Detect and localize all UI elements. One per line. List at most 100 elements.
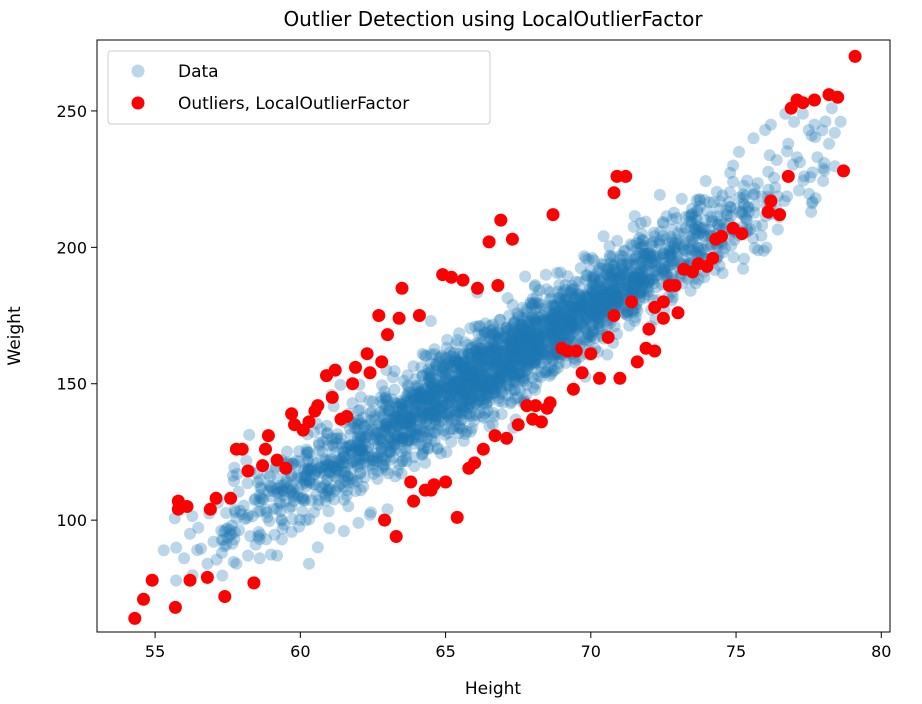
data-point	[470, 366, 482, 379]
data-point	[186, 510, 199, 522]
data-point	[430, 358, 442, 371]
data-point	[788, 115, 801, 128]
data-point	[238, 513, 251, 526]
data-point	[431, 360, 444, 373]
data-point	[424, 357, 437, 370]
data-point	[476, 410, 489, 423]
outlier-point	[235, 442, 249, 456]
data-point	[518, 322, 531, 335]
data-point	[457, 364, 470, 376]
data-point	[506, 368, 519, 381]
data-point	[577, 295, 590, 308]
data-point	[522, 360, 535, 373]
data-point	[424, 384, 437, 397]
data-point	[610, 290, 623, 303]
data-point	[594, 305, 607, 318]
data-point	[506, 356, 519, 368]
data-point	[666, 234, 679, 247]
data-point	[491, 355, 504, 368]
data-point	[573, 302, 586, 315]
data-point	[553, 310, 566, 323]
x-tick-label: 80	[871, 642, 891, 661]
data-point	[527, 348, 540, 361]
data-point	[464, 387, 477, 400]
outlier-point	[543, 396, 557, 410]
data-point	[529, 316, 542, 329]
data-point	[416, 447, 429, 460]
outlier-point	[363, 366, 377, 380]
data-point	[582, 305, 595, 317]
data-point	[561, 311, 574, 324]
data-point	[520, 341, 533, 354]
data-point	[405, 433, 418, 446]
data-point	[445, 354, 458, 367]
data-point	[532, 341, 545, 353]
data-point	[630, 251, 643, 264]
data-point	[466, 368, 479, 381]
data-point	[483, 346, 496, 359]
data-point	[170, 574, 183, 587]
data-point	[581, 299, 594, 312]
data-point	[557, 317, 570, 330]
data-point	[528, 332, 541, 345]
data-point	[408, 392, 421, 405]
data-point	[519, 345, 532, 358]
data-point	[471, 399, 484, 412]
data-point	[517, 349, 530, 362]
data-point	[321, 427, 334, 440]
data-point	[609, 264, 622, 277]
data-point	[434, 395, 447, 408]
data-point	[383, 404, 396, 417]
data-point	[432, 385, 445, 398]
data-point	[379, 454, 391, 467]
data-point	[394, 417, 407, 430]
data-point	[532, 345, 545, 358]
data-point	[376, 437, 389, 449]
data-point	[376, 453, 389, 465]
data-point	[421, 409, 433, 422]
data-point	[736, 205, 748, 218]
data-point	[566, 287, 579, 300]
data-point	[377, 459, 390, 472]
data-point	[323, 466, 336, 479]
data-point	[443, 376, 455, 389]
data-point	[556, 315, 569, 328]
outlier-point	[648, 344, 662, 358]
data-point	[621, 267, 634, 280]
data-point	[479, 373, 492, 386]
data-point	[391, 433, 404, 446]
outlier-point	[137, 592, 150, 606]
data-point	[372, 438, 385, 451]
data-point	[218, 540, 231, 553]
data-point	[285, 525, 298, 538]
data-point	[388, 365, 401, 378]
data-point	[522, 326, 535, 339]
data-point	[452, 390, 465, 403]
data-point	[642, 285, 655, 298]
data-point	[210, 553, 223, 566]
data-point	[458, 404, 471, 417]
data-point	[505, 383, 518, 396]
data-point	[648, 265, 661, 277]
data-point	[461, 368, 474, 381]
data-point	[798, 170, 811, 183]
data-point	[427, 406, 440, 419]
data-point	[440, 371, 453, 384]
data-point	[548, 364, 561, 376]
data-point	[588, 272, 601, 285]
outlier-point	[261, 429, 275, 443]
data-point	[542, 325, 555, 338]
data-point	[346, 455, 359, 468]
data-point	[475, 347, 488, 360]
data-point	[456, 386, 469, 398]
data-point	[529, 302, 542, 315]
data-point	[391, 430, 404, 443]
data-point	[604, 267, 617, 280]
data-point	[579, 302, 592, 315]
data-point	[603, 240, 616, 253]
data-point	[271, 502, 283, 515]
data-point	[469, 320, 482, 333]
data-point	[344, 439, 357, 452]
data-point	[440, 446, 453, 458]
data-point	[380, 415, 393, 428]
